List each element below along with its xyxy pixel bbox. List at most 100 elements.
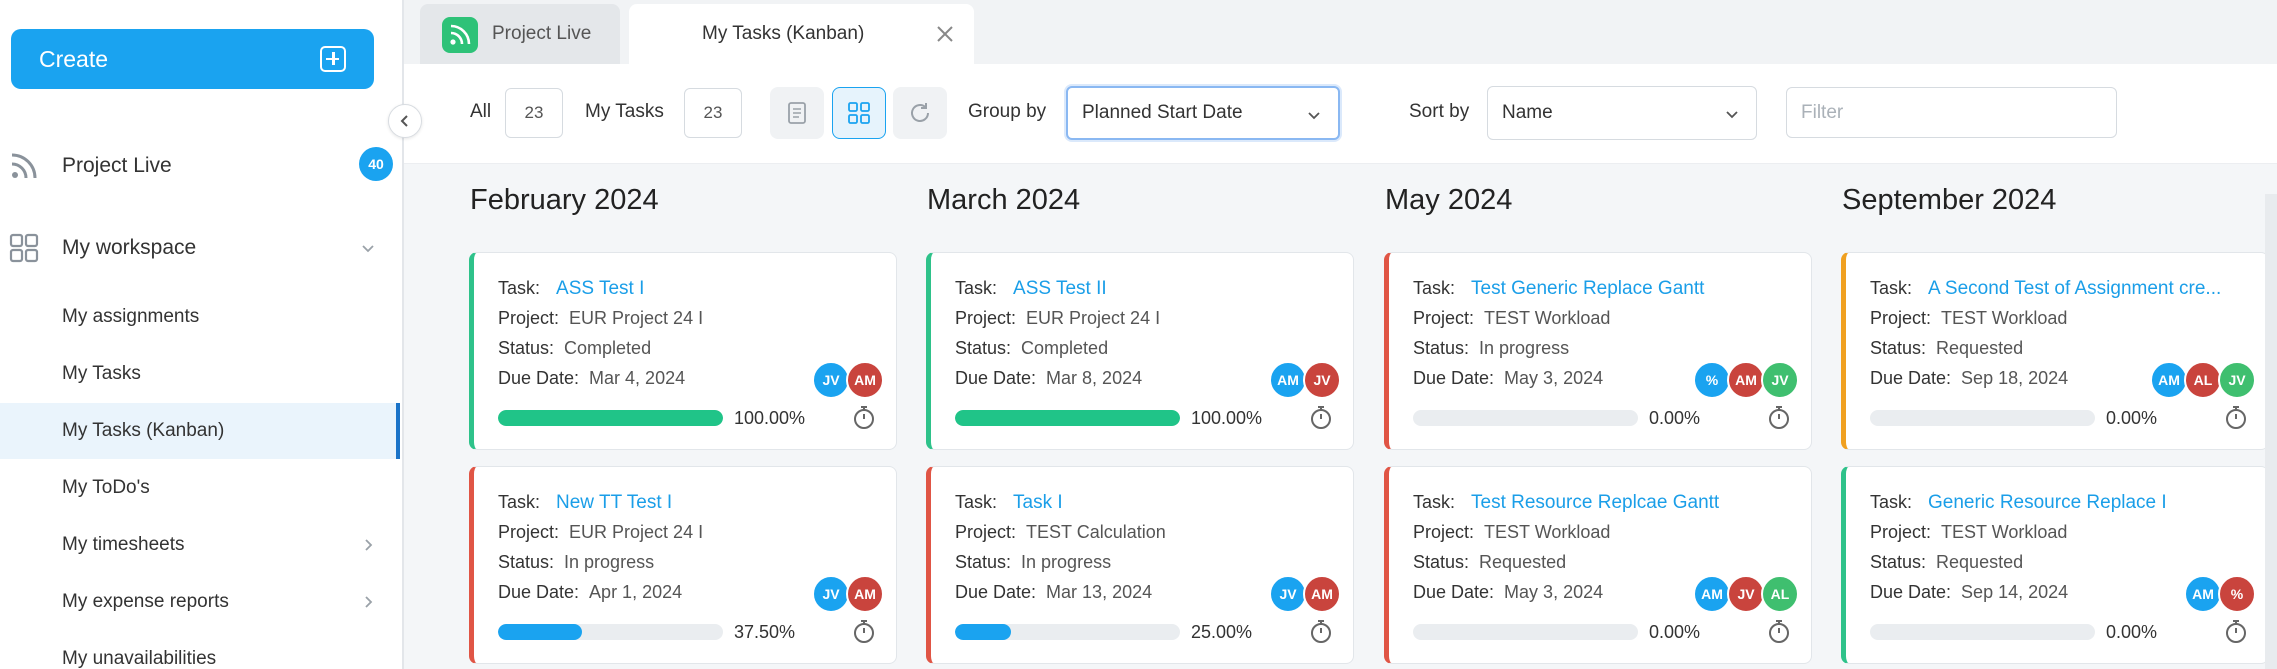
due-date-row: Due Date: May 3, 2024 (1413, 368, 1603, 389)
sidebar-item-my-unavailabilities[interactable]: My unavailabilities (0, 631, 400, 669)
my-tasks-count[interactable]: 23 (684, 88, 742, 138)
tab-my-tasks-kanban[interactable]: My Tasks (Kanban) (629, 4, 974, 64)
status-label: Status: (1413, 338, 1470, 358)
stopwatch-icon[interactable] (850, 403, 878, 431)
sidebar-item-my-timesheets[interactable]: My timesheets (0, 517, 400, 573)
sidebar-item-my-workspace[interactable]: My workspace (0, 220, 400, 276)
progress-bar (955, 410, 1180, 426)
notification-badge: 40 (359, 147, 393, 181)
stopwatch-icon[interactable] (1765, 403, 1793, 431)
task-link[interactable]: Test Resource Replcae Gantt (1471, 492, 1720, 513)
due-date-label: Due Date: (1870, 368, 1952, 388)
status-row: Status: In progress (955, 552, 1111, 573)
tab-label: Project Live (492, 23, 592, 44)
group-by-label: Group by (968, 101, 1047, 122)
sidebar-item-my-tasks[interactable]: My Tasks (0, 346, 400, 402)
column-title: February 2024 (470, 184, 659, 216)
task-label: Task: (1870, 492, 1913, 512)
chevron-right-icon (365, 596, 373, 608)
sidebar-item-my-assignments[interactable]: My assignments (0, 289, 400, 345)
sidebar-item-label: My timesheets (62, 534, 185, 555)
task-link[interactable]: Test Generic Replace Gantt (1471, 278, 1705, 299)
task-link[interactable]: A Second Test of Assignment cre... (1928, 278, 2222, 299)
chevron-down-icon[interactable] (360, 240, 376, 256)
stopwatch-icon[interactable] (2222, 403, 2250, 431)
progress-percent: 0.00% (2106, 622, 2158, 642)
task-link[interactable]: New TT Test I (556, 492, 673, 513)
stopwatch-icon[interactable] (2222, 617, 2250, 645)
stopwatch-icon[interactable] (850, 617, 878, 645)
task-link[interactable]: Generic Resource Replace I (1928, 492, 2167, 513)
kanban-view-button[interactable] (832, 87, 886, 139)
all-count[interactable]: 23 (505, 88, 563, 138)
avatar: JV (1761, 361, 1799, 399)
sidebar-item-project-live[interactable]: Project Live (0, 138, 400, 194)
status-label: Status: (498, 338, 555, 358)
assignee-avatars: JV AM (1269, 575, 1341, 613)
due-date-value: May 3, 2024 (1504, 582, 1604, 602)
refresh-button[interactable] (893, 87, 947, 139)
tab-label: My Tasks (Kanban) (702, 23, 865, 44)
assignee-avatars: AM AL JV (2150, 361, 2256, 399)
avatar: AM (1693, 575, 1731, 613)
project-label: Project: (1870, 308, 1932, 328)
task-card[interactable]: Task: New TT Test I Project: EUR Project 2… (469, 466, 897, 664)
close-icon[interactable] (936, 25, 954, 43)
task-link[interactable]: ASS Test II (1013, 278, 1107, 299)
assignee-avatars: JV AM (812, 361, 884, 399)
filter-input[interactable] (1786, 87, 2117, 138)
group-by-select[interactable]: Planned Start Date (1066, 86, 1340, 140)
my-tasks-label: My Tasks (585, 101, 664, 122)
status-value: In progress (1021, 552, 1112, 572)
plus-square-icon (320, 46, 346, 72)
sidebar-item-my-expense-reports[interactable]: My expense reports (0, 574, 400, 630)
sidebar-item-label: My unavailabilities (62, 648, 217, 669)
task-card[interactable]: Task: Test Resource Replcae Gantt Project… (1384, 466, 1812, 664)
tab-project-live[interactable]: Project Live (420, 4, 620, 64)
stopwatch-icon[interactable] (1307, 617, 1335, 645)
due-date-row: Due Date: Sep 18, 2024 (1870, 368, 2068, 389)
avatar: AM (1303, 575, 1341, 613)
status-value: Completed (1021, 338, 1109, 358)
status-row: Status: In progress (498, 552, 654, 573)
task-card[interactable]: Task: Task I Project: TEST Calculation Sta… (926, 466, 1354, 664)
sidebar-item-my-todos[interactable]: My ToDo's (0, 460, 400, 516)
status-row: Status: Requested (1870, 552, 2023, 573)
progress-fill (498, 410, 723, 426)
task-card[interactable]: Task: A Second Test of Assignment cre... … (1841, 252, 2269, 450)
column-title: September 2024 (1842, 184, 2057, 216)
project-label: Project: (955, 522, 1017, 542)
task-link[interactable]: ASS Test I (556, 278, 645, 299)
task-card[interactable]: Task: ASS Test II Project: EUR Project 24 … (926, 252, 1354, 450)
due-date-label: Due Date: (1413, 582, 1495, 602)
status-row: Status: Completed (498, 338, 651, 359)
task-card[interactable]: Task: ASS Test I Project: EUR Project 24 I… (469, 252, 897, 450)
create-button[interactable]: Create (11, 29, 374, 89)
due-date-row: Due Date: Mar 8, 2024 (955, 368, 1142, 389)
task-card[interactable]: Task: Generic Resource Replace I Project:… (1841, 466, 2269, 664)
task-row: Task: Task I (955, 492, 1063, 514)
progress-bar (1413, 410, 1638, 426)
task-card[interactable]: Task: Test Generic Replace Gantt Project:… (1384, 252, 1812, 450)
sidebar-item-label: My workspace (62, 236, 197, 259)
progress-bar (498, 624, 723, 640)
progress-percent: 100.00% (1191, 408, 1263, 428)
status-label: Status: (1413, 552, 1470, 572)
vertical-scrollbar[interactable] (2265, 194, 2277, 669)
stopwatch-icon[interactable] (1765, 617, 1793, 645)
due-date-label: Due Date: (498, 582, 580, 602)
sort-by-select[interactable]: Name (1487, 86, 1757, 140)
assignee-avatars: JV AM (812, 575, 884, 613)
assignee-avatars: AM JV (1269, 361, 1341, 399)
task-label: Task: (955, 492, 998, 512)
sort-by-value: Name (1502, 102, 1553, 123)
task-link[interactable]: Task I (1013, 492, 1063, 513)
sidebar-item-my-tasks-kanban[interactable]: My Tasks (Kanban) (0, 403, 400, 459)
task-label: Task: (1413, 278, 1456, 298)
list-view-button[interactable] (770, 87, 824, 139)
assignee-avatars: % AM JV (1693, 361, 1799, 399)
avatar: AL (2184, 361, 2222, 399)
stopwatch-icon[interactable] (1307, 403, 1335, 431)
assignee-avatars: AM JV AL (1693, 575, 1799, 613)
collapse-sidebar-button[interactable] (388, 104, 422, 138)
